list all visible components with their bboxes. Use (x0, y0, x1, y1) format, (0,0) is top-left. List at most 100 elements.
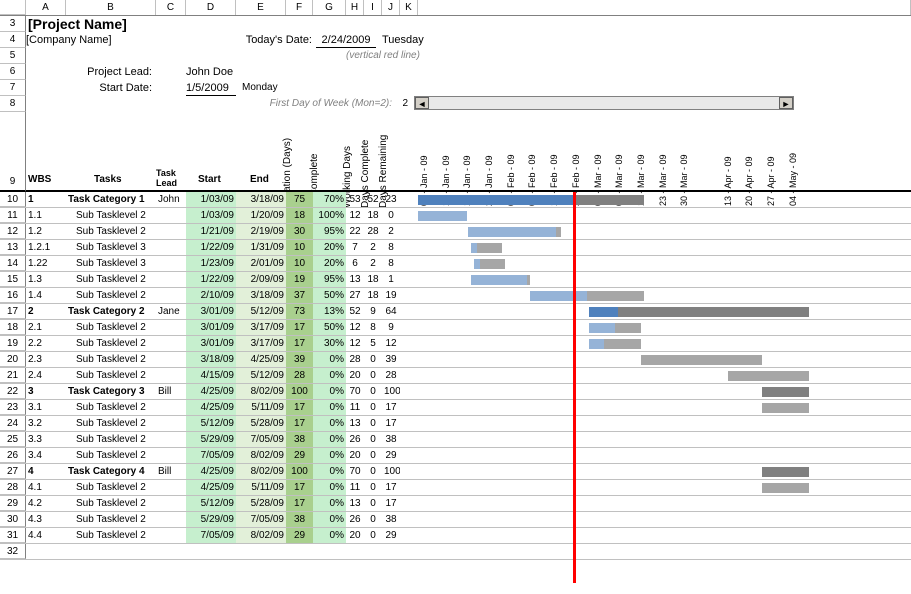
task-row[interactable]: 243.2Sub Tasklevel 25/12/095/28/09170%13… (0, 416, 911, 432)
lead-cell[interactable] (156, 352, 186, 367)
dur-cell[interactable]: 38 (286, 512, 313, 527)
start-cell[interactable]: 3/01/09 (186, 304, 236, 319)
dc-cell[interactable]: 0 (364, 496, 382, 511)
dur-cell[interactable]: 29 (286, 448, 313, 463)
task-row[interactable]: 121.2Sub Tasklevel 21/21/092/19/093095%2… (0, 224, 911, 240)
dur-cell[interactable]: 100 (286, 384, 313, 399)
project-lead[interactable]: John Doe (186, 64, 236, 80)
wd-cell[interactable]: 26 (346, 512, 364, 527)
row-num-7[interactable]: 7 (0, 80, 26, 96)
wbs-cell[interactable]: 2.2 (26, 336, 66, 351)
end-cell[interactable]: 8/02/09 (236, 464, 286, 479)
dur-cell[interactable]: 19 (286, 272, 313, 287)
task-cell[interactable]: Task Category 1 (66, 192, 156, 207)
timeline-scroll[interactable]: ◄ ► (414, 96, 794, 110)
dc-cell[interactable]: 0 (364, 432, 382, 447)
start-cell[interactable]: 3/01/09 (186, 336, 236, 351)
task-cell[interactable]: Sub Tasklevel 2 (66, 272, 156, 287)
pct-cell[interactable]: 0% (313, 384, 346, 399)
pct-cell[interactable]: 0% (313, 448, 346, 463)
dur-cell[interactable]: 73 (286, 304, 313, 319)
dc-cell[interactable]: 18 (364, 208, 382, 223)
lead-cell[interactable] (156, 240, 186, 255)
task-cell[interactable]: Sub Tasklevel 2 (66, 400, 156, 415)
dc-cell[interactable]: 0 (364, 352, 382, 367)
dr-cell[interactable]: 64 (382, 304, 400, 319)
task-row[interactable]: 101Task Category 1John1/03/093/18/097570… (0, 192, 911, 208)
row-num[interactable]: 24 (0, 416, 26, 431)
dc-cell[interactable]: 28 (364, 224, 382, 239)
wbs-cell[interactable]: 1.2 (26, 224, 66, 239)
end-cell[interactable]: 5/12/09 (236, 368, 286, 383)
pct-cell[interactable]: 0% (313, 464, 346, 479)
col-K[interactable]: K (400, 0, 418, 15)
wbs-cell[interactable]: 2.4 (26, 368, 66, 383)
wd-cell[interactable]: 6 (346, 256, 364, 271)
dr-cell[interactable]: 0 (382, 208, 400, 223)
row-num[interactable]: 18 (0, 320, 26, 335)
pct-cell[interactable]: 95% (313, 224, 346, 239)
row-num[interactable]: 31 (0, 528, 26, 543)
wd-cell[interactable]: 12 (346, 320, 364, 335)
pct-cell[interactable]: 20% (313, 256, 346, 271)
dr-cell[interactable]: 23 (382, 192, 400, 207)
row-num-9[interactable]: 9 (0, 112, 26, 192)
task-cell[interactable]: Sub Tasklevel 2 (66, 224, 156, 239)
row-num[interactable]: 19 (0, 336, 26, 351)
wd-cell[interactable]: 52 (346, 304, 364, 319)
dc-cell[interactable]: 8 (364, 320, 382, 335)
wd-cell[interactable]: 12 (346, 336, 364, 351)
dr-cell[interactable]: 100 (382, 464, 400, 479)
task-cell[interactable]: Sub Tasklevel 2 (66, 320, 156, 335)
end-cell[interactable]: 3/18/09 (236, 288, 286, 303)
task-row[interactable]: 223Task Category 3Bill4/25/098/02/091000… (0, 384, 911, 400)
row-num[interactable]: 17 (0, 304, 26, 319)
task-cell[interactable] (66, 544, 156, 559)
pct-cell[interactable]: 0% (313, 512, 346, 527)
project-name[interactable]: [Project Name] (26, 16, 911, 32)
pct-cell[interactable]: 0% (313, 528, 346, 543)
dc-cell[interactable]: 0 (364, 400, 382, 415)
wbs-cell[interactable]: 2.1 (26, 320, 66, 335)
col-D[interactable]: D (186, 0, 236, 15)
dr-cell[interactable]: 29 (382, 528, 400, 543)
dur-cell[interactable]: 10 (286, 256, 313, 271)
dc-cell[interactable]: 18 (364, 288, 382, 303)
pct-cell[interactable]: 50% (313, 288, 346, 303)
end-cell[interactable]: 5/11/09 (236, 400, 286, 415)
end-cell[interactable]: 1/31/09 (236, 240, 286, 255)
wd-cell[interactable]: 13 (346, 272, 364, 287)
wd-cell[interactable]: 70 (346, 464, 364, 479)
end-cell[interactable]: 3/18/09 (236, 192, 286, 207)
wbs-cell[interactable]: 2 (26, 304, 66, 319)
start-cell[interactable]: 1/21/09 (186, 224, 236, 239)
col-H[interactable]: H (346, 0, 364, 15)
dur-cell[interactable]: 17 (286, 320, 313, 335)
dur-cell[interactable]: 39 (286, 352, 313, 367)
lead-cell[interactable] (156, 256, 186, 271)
dur-cell[interactable]: 10 (286, 240, 313, 255)
dc-cell[interactable]: 0 (364, 512, 382, 527)
lead-cell[interactable]: Bill (156, 464, 186, 479)
pct-cell[interactable]: 0% (313, 400, 346, 415)
dr-cell[interactable]: 19 (382, 288, 400, 303)
lead-cell[interactable] (156, 400, 186, 415)
row-num[interactable]: 21 (0, 368, 26, 383)
dur-cell[interactable]: 17 (286, 480, 313, 495)
wbs-cell[interactable]: 3.1 (26, 400, 66, 415)
col-J[interactable]: J (382, 0, 400, 15)
task-row[interactable]: 233.1Sub Tasklevel 24/25/095/11/09170%11… (0, 400, 911, 416)
start-cell[interactable]: 7/05/09 (186, 448, 236, 463)
col-B[interactable]: B (66, 0, 156, 15)
dc-cell[interactable]: 5 (364, 336, 382, 351)
wd-cell[interactable]: 22 (346, 224, 364, 239)
row-num[interactable]: 11 (0, 208, 26, 223)
pct-cell[interactable]: 70% (313, 192, 346, 207)
dr-cell[interactable]: 28 (382, 368, 400, 383)
wd-cell[interactable]: 20 (346, 528, 364, 543)
wbs-cell[interactable]: 4.2 (26, 496, 66, 511)
task-cell[interactable]: Sub Tasklevel 2 (66, 512, 156, 527)
wd-cell[interactable] (346, 544, 364, 559)
dc-cell[interactable]: 0 (364, 448, 382, 463)
dc-cell[interactable]: 0 (364, 480, 382, 495)
